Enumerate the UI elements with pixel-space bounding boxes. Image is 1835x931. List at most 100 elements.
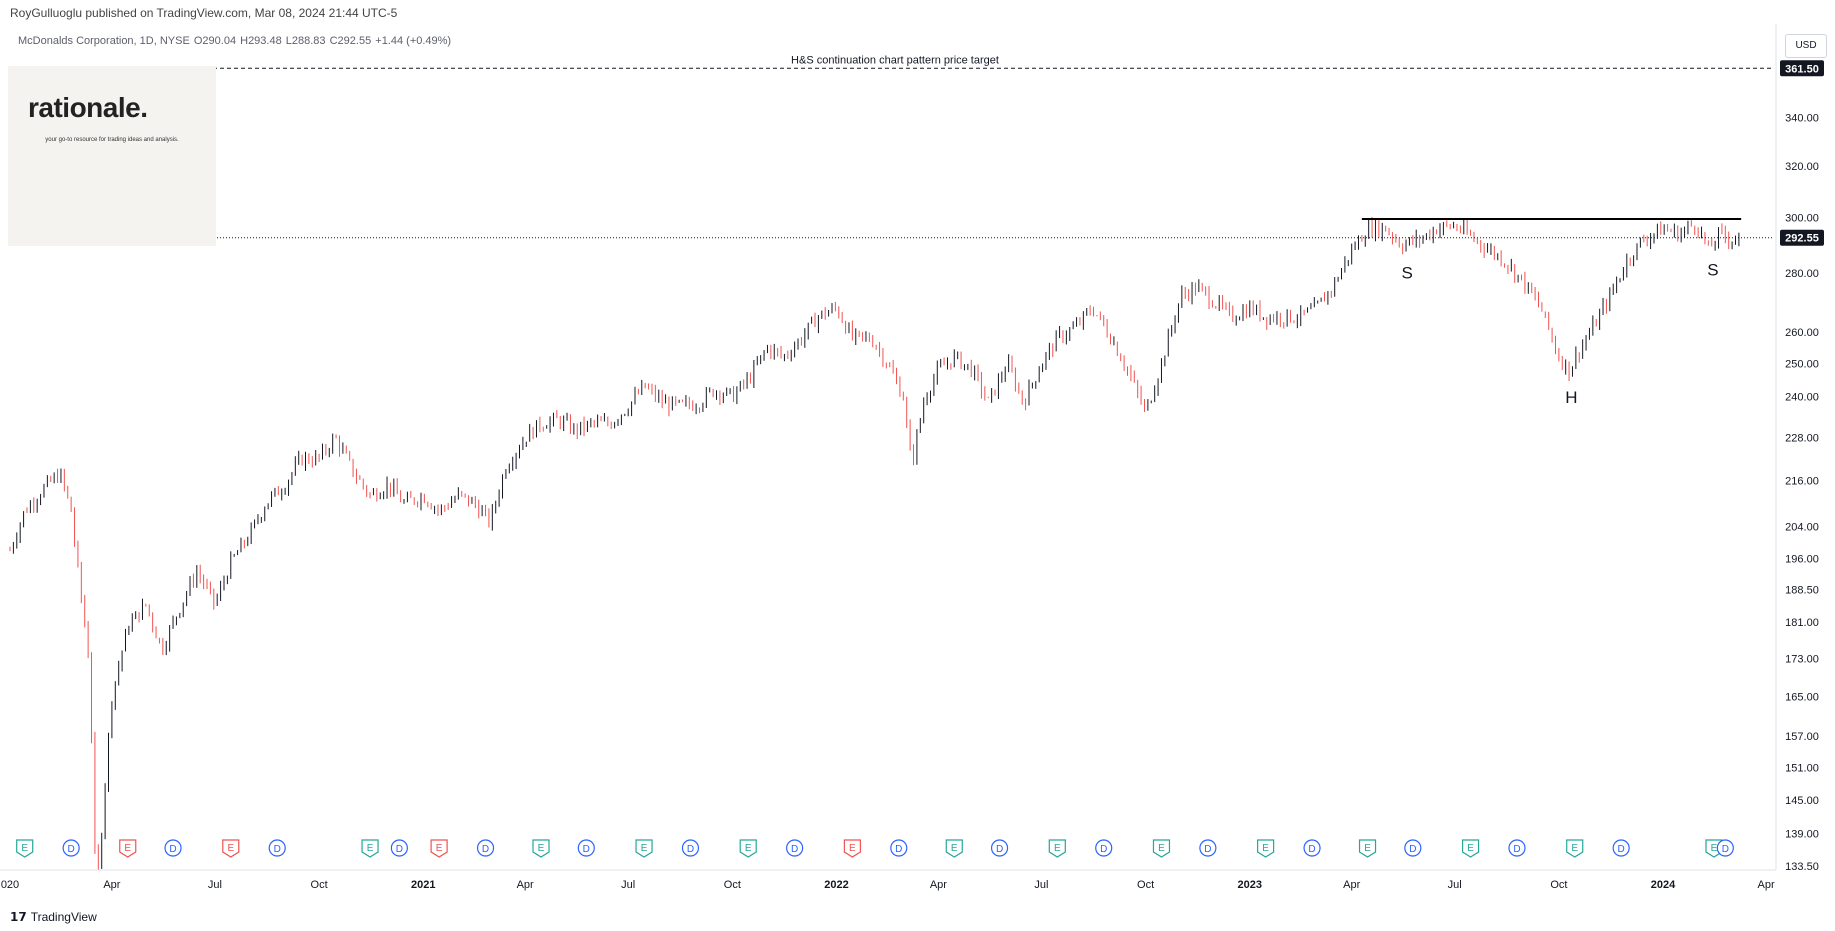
dividend-icon: D [1612,839,1630,857]
dividend-icon-letter: D [1204,844,1211,855]
target-label: H&S continuation chart pattern price tar… [791,54,999,66]
dividend-icon-letter: D [68,844,75,855]
dividend-icon-letter: D [169,844,176,855]
time-axis-label: Oct [1550,879,1567,891]
price-axis-label: 165.00 [1785,691,1819,703]
dividend-icon: D [164,839,182,857]
dividend-icon: D [1404,839,1422,857]
legend-change: +1.44 (+0.49%) [375,35,452,47]
earnings-icon-letter: E [124,843,131,854]
pattern-label: S [1707,261,1718,280]
time-axis-label: Apr [1343,879,1360,891]
legend-high: H293.48 [240,35,282,47]
dividend-icon-letter: D [274,844,281,855]
dividend-icon: D [681,839,700,857]
earnings-icon-letter: E [1467,843,1474,854]
earnings-icon-letter: E [436,843,443,854]
earnings-icon: E [635,839,653,858]
price-axis-label: 216.00 [1785,476,1819,488]
price-axis-badge [1780,229,1824,246]
earnings-icon-letter: E [951,843,958,854]
earnings-icon: E [119,839,137,858]
earnings-icon: E [1358,839,1377,858]
legend-open: O290.04 [193,35,237,47]
dividend-icon-shape [268,839,286,857]
earnings-icon: E [843,839,861,858]
earnings-icon-letter: E [227,843,234,854]
legend-close: C292.55 [329,35,372,47]
earnings-icon: E [16,839,34,858]
logo-wordmark: rationale. [28,92,148,123]
dividend-icon-shape [1508,839,1526,857]
earnings-icon-shape [1152,839,1171,858]
dividend-icon: D [476,839,495,857]
earnings-icon-letter: E [1054,843,1061,854]
publisher-line: RoyGulluoglu published on TradingView.co… [10,6,398,20]
symbol-name: McDonalds Corporation, 1D, NYSE [18,35,190,47]
dividend-icon: D [62,839,80,857]
time-axis-label: Oct [311,879,328,891]
dividend-icon: D [268,839,286,857]
earnings-icon: E [1257,839,1275,858]
symbol-legend: McDonalds Corporation, 1D, NYSE O290.04 … [18,35,452,47]
dividend-icon-letter: D [583,844,590,855]
time-axis-label: Apr [103,879,120,891]
dividend-icon-shape [1303,839,1321,857]
time-axis-label: 2021 [411,879,435,891]
earnings-icon: E [532,839,550,858]
earnings-icon-letter: E [367,843,374,854]
earnings-icon: E [361,839,379,858]
dividend-icon-shape [681,839,700,857]
logo-tagline: your go-to resource for trading ideas an… [45,137,179,143]
earnings-icon-shape [1461,839,1480,858]
time-axis: 020 Apr Jul Oct 2021 Apr Jul Oct 2022 Apr Jul Oct 20… [0,869,1776,891]
earnings-icon-letter: E [21,843,28,854]
earnings-icon: E [1048,839,1066,858]
price-axis-label: 151.00 [1785,762,1819,774]
price-axis-label: 240.00 [1785,391,1819,403]
dividend-icon-letter: D [895,844,902,855]
earnings-icon-shape [1048,839,1066,858]
dividend-icon: D [1095,839,1113,857]
price-axis-label: 204.00 [1785,521,1819,533]
dividend-icon: D [990,839,1009,857]
price-axis-label: 320.00 [1785,161,1819,173]
dividend-icon-shape [390,839,408,857]
earnings-icon-shape [1566,839,1584,858]
price-axis-label: 340.00 [1785,112,1819,124]
earnings-icon-letter: E [1711,843,1718,854]
earnings-icon: E [1461,839,1480,858]
time-axis-label: Oct [724,879,741,891]
time-axis-label: Apr [1758,879,1775,891]
chart-frame[interactable]: H&S continuation chart pattern price tar… [0,24,1835,898]
price-axis-label: 139.00 [1785,829,1819,841]
dividend-icon-letter: D [1618,844,1625,855]
time-axis-label: 2022 [824,879,848,891]
price-axis-label: 188.50 [1785,585,1819,597]
earnings-icon-shape [843,839,861,858]
price-chart[interactable]: H&S continuation chart pattern price tar… [0,24,1835,898]
earnings-icon-letter: E [538,843,545,854]
dividend-icon-letter: D [1308,844,1315,855]
dividend-icon-shape [1716,839,1734,857]
earnings-icon-letter: E [1262,843,1269,854]
dividend-icon-letter: D [1513,844,1520,855]
footer-brand: TradingView [30,910,97,924]
earnings-icon-shape [361,839,379,858]
earnings-icon-shape [739,839,757,858]
dividend-icon-shape [577,839,595,857]
earnings-icon-shape [1257,839,1275,858]
time-axis-label: Apr [517,879,534,891]
dividend-icon-letter: D [996,844,1003,855]
earnings-icon: E [1152,839,1171,858]
time-axis-label: Jul [1034,879,1048,891]
currency-button[interactable]: USD [1785,34,1827,58]
time-axis-label: Jul [208,879,222,891]
dividend-icon-shape [476,839,495,857]
earnings-icon-letter: E [1158,843,1165,854]
earnings-icon-shape [532,839,550,858]
price-axis-label: 133.50 [1785,861,1819,873]
dividend-icon-shape [62,839,80,857]
price-axis-label: 228.00 [1785,432,1819,444]
earnings-icon-shape [1358,839,1377,858]
